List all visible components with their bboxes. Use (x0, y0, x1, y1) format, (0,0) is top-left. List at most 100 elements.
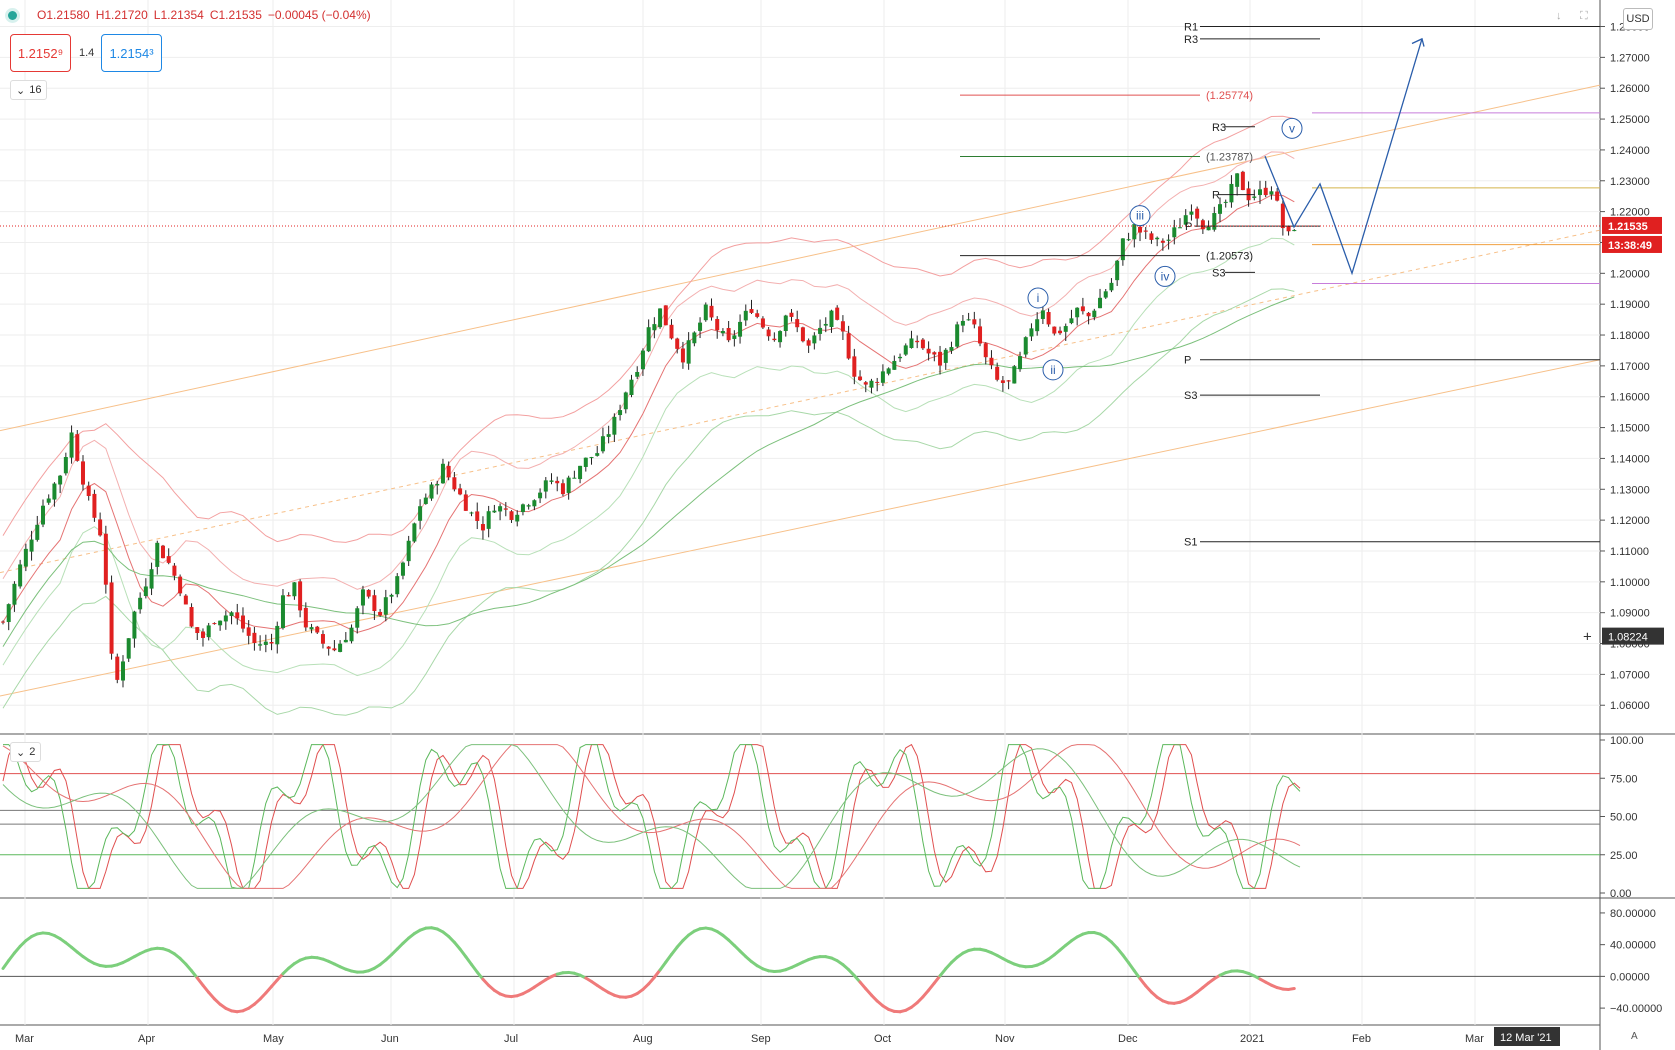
candle-body (698, 322, 703, 331)
price-tick-label: 1.17000 (1610, 361, 1650, 373)
candle-body (309, 627, 314, 630)
candle-body (738, 321, 743, 337)
countdown-label: 13:38:49 (1608, 240, 1652, 252)
price-tick-label: 1.07000 (1610, 669, 1650, 681)
candle-body (103, 533, 108, 585)
candle-body (1109, 282, 1114, 291)
candle-body (989, 357, 994, 366)
wave-label: ii (1050, 363, 1055, 377)
candle-body (869, 380, 874, 388)
price-tick-label: 1.13000 (1610, 484, 1650, 496)
stoch-count: 2 (29, 746, 36, 758)
long-moving-average-line (2, 296, 1295, 647)
crosshair-price-tag (1602, 627, 1664, 645)
candle-body (18, 564, 23, 587)
price-tick-label: 1.26000 (1610, 83, 1650, 95)
candle-body (909, 338, 914, 348)
indicators-toggle[interactable]: ⌄ 16 (10, 80, 48, 100)
stoch-toggle[interactable]: ⌄ 2 (10, 742, 42, 762)
maximize-icon[interactable]: ⛶ (1580, 10, 1588, 22)
wave-label: iii (1136, 209, 1144, 223)
candle-body (1200, 220, 1205, 230)
candle-body (995, 366, 1000, 380)
price-level-label: (1.23787) (1206, 151, 1253, 163)
candle-body (760, 318, 765, 328)
candle-body (1120, 238, 1125, 261)
moving-average-line (2, 194, 1295, 634)
candle-body (1063, 326, 1068, 332)
price-tick-label: 1.10000 (1610, 577, 1650, 589)
candle-body (812, 335, 817, 344)
candle-body (578, 465, 583, 480)
candle-body (469, 512, 474, 514)
currency-button[interactable]: USD (1623, 8, 1653, 30)
buy-button[interactable]: 1.2154³ (101, 34, 162, 72)
candle-body (240, 615, 245, 629)
candle-body (1098, 297, 1103, 309)
candle-body (143, 586, 148, 596)
momentum-segment (1138, 977, 1148, 988)
candle-body (1132, 224, 1137, 240)
candle-body (840, 321, 845, 332)
candle-body (818, 327, 823, 334)
price-level-label: S3 (1212, 267, 1225, 279)
candle-body (829, 310, 834, 328)
indicators-count: 16 (29, 84, 42, 96)
sell-button[interactable]: 1.2152⁹ (10, 34, 71, 72)
candle-body (572, 477, 577, 479)
candle-body (1263, 187, 1268, 196)
candle-body (206, 625, 211, 638)
time-tick-label: Feb (1352, 1033, 1371, 1045)
candle-body (40, 505, 45, 525)
candle-body (252, 632, 257, 643)
candle-body (875, 381, 880, 383)
momentum-segment (1132, 969, 1142, 981)
candle-body (189, 607, 194, 627)
candle-body (646, 327, 651, 352)
candle-body (269, 641, 274, 644)
candle-body (1286, 226, 1291, 232)
candle-body (1086, 312, 1091, 317)
arrow-down-icon[interactable]: ↓ (1556, 10, 1562, 22)
momentum-segment (664, 952, 673, 964)
candle-body (183, 595, 188, 605)
crosshair-plus-icon: + (1583, 629, 1592, 646)
candle-body (429, 484, 434, 499)
candle-body (1149, 233, 1154, 240)
candle-body (389, 594, 394, 597)
candle-body (223, 615, 228, 622)
price-tick-label: 1.11000 (1610, 546, 1649, 558)
candle-body (966, 319, 971, 321)
legend-close: C1.21535 (209, 8, 262, 22)
time-tick-label: Sep (751, 1033, 771, 1045)
candle-body (1229, 183, 1234, 203)
auto-scale-button[interactable]: A (1631, 1031, 1638, 1042)
candle-body (126, 638, 131, 659)
candle-body (1189, 211, 1194, 215)
candle-body (258, 644, 263, 646)
candle-body (446, 465, 451, 478)
candle-body (1040, 310, 1045, 319)
candle-body (338, 643, 343, 652)
candle-body (35, 524, 40, 540)
momentum-segment (1287, 986, 1296, 991)
candle-body (475, 511, 480, 521)
candle-body (1206, 226, 1211, 231)
keltner-upper-band (2, 151, 1295, 590)
candle-body (400, 562, 405, 576)
candle-body (332, 648, 337, 651)
momentum-segment (658, 960, 668, 972)
price-tick-label: 1.06000 (1610, 700, 1650, 712)
time-tick-label: Apr (138, 1033, 155, 1045)
candle-body (52, 483, 57, 500)
candle-body (606, 434, 611, 437)
price-level-label: S1 (1184, 537, 1197, 549)
price-tick-label: 1.23000 (1610, 176, 1650, 188)
wave-label: v (1289, 121, 1295, 135)
candle-body (629, 379, 634, 395)
time-tick-label: Jun (381, 1033, 399, 1045)
candle-body (1035, 319, 1040, 332)
candle-body (75, 434, 80, 461)
candle-body (109, 582, 114, 654)
